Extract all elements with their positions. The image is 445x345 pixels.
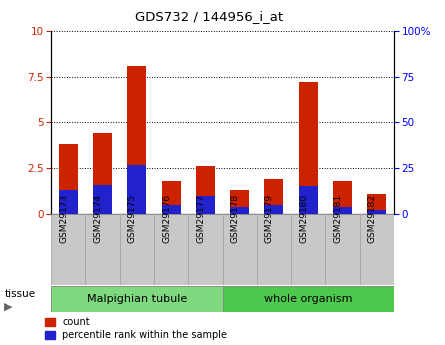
Bar (51, 214, 85, 285)
Bar (93, 185, 112, 214)
Bar (162, 181, 181, 214)
Bar (299, 82, 318, 214)
Text: ▶: ▶ (4, 301, 13, 311)
Text: GSM29174: GSM29174 (93, 194, 103, 243)
Text: tissue: tissue (4, 289, 36, 299)
Bar (230, 190, 249, 214)
Bar (154, 214, 188, 285)
Bar (291, 214, 325, 285)
Text: GSM29179: GSM29179 (265, 194, 274, 244)
Text: GSM29173: GSM29173 (59, 194, 69, 244)
Bar (51, 286, 223, 312)
Text: Malpighian tubule: Malpighian tubule (87, 294, 187, 304)
Text: GDS732 / 144956_i_at: GDS732 / 144956_i_at (135, 10, 283, 23)
Bar (264, 179, 283, 214)
Bar (59, 190, 78, 214)
Text: GSM29178: GSM29178 (231, 194, 239, 244)
Text: whole organism: whole organism (264, 294, 352, 304)
Bar (93, 134, 112, 214)
Bar (360, 214, 394, 285)
Bar (59, 145, 78, 214)
Bar (222, 286, 394, 312)
Bar (333, 207, 352, 214)
Bar (127, 165, 146, 214)
Bar (367, 194, 386, 214)
Bar (85, 214, 120, 285)
Text: GSM29181: GSM29181 (333, 194, 343, 244)
Bar (264, 205, 283, 214)
Bar (127, 66, 146, 214)
Text: GSM29180: GSM29180 (299, 194, 308, 244)
Bar (230, 207, 249, 214)
Bar (196, 166, 215, 214)
Text: GSM29175: GSM29175 (128, 194, 137, 244)
Bar (196, 196, 215, 214)
Legend: count, percentile rank within the sample: count, percentile rank within the sample (45, 317, 227, 340)
Bar (299, 186, 318, 214)
Bar (188, 214, 222, 285)
Bar (367, 210, 386, 214)
Bar (257, 214, 291, 285)
Bar (222, 214, 257, 285)
Bar (333, 181, 352, 214)
Text: GSM29176: GSM29176 (162, 194, 171, 244)
Bar (325, 214, 360, 285)
Text: GSM29182: GSM29182 (368, 194, 376, 243)
Text: GSM29177: GSM29177 (196, 194, 206, 244)
Bar (162, 205, 181, 214)
Bar (120, 214, 154, 285)
